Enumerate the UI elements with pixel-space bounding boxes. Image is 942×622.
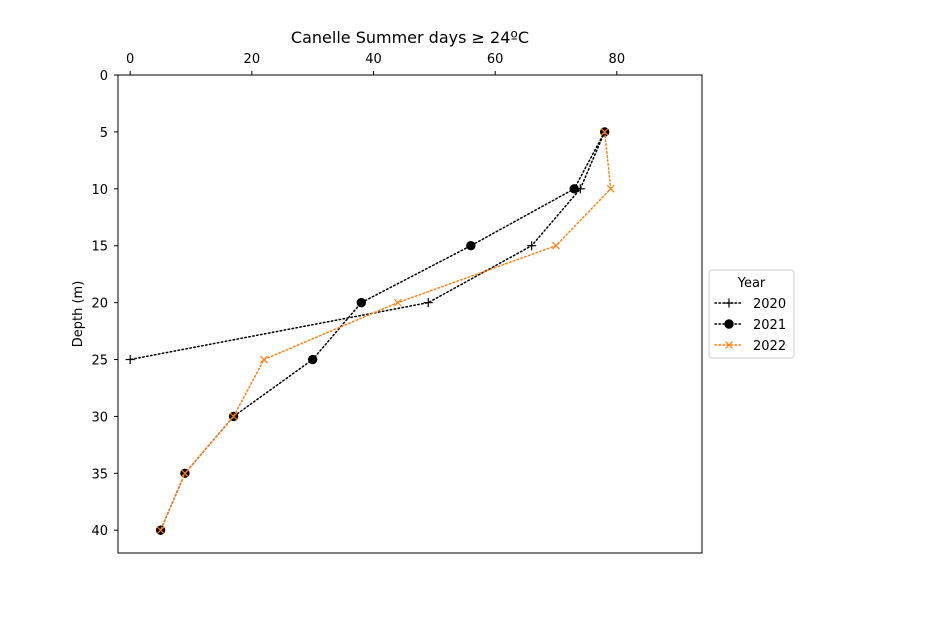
plot-area: 0 20 40 60 80 0 5 10 15 20 25 30 35 40 bbox=[91, 52, 703, 554]
series-line bbox=[159, 131, 612, 531]
legend: Year 2020 2021 2022 bbox=[708, 269, 795, 359]
y-tick-label: 25 bbox=[91, 354, 108, 369]
data-point bbox=[569, 184, 579, 194]
data-point bbox=[307, 354, 318, 365]
y-tick-label: 20 bbox=[91, 297, 108, 312]
marker-stroke bbox=[600, 127, 609, 136]
y-axis-label: Depth (m) bbox=[71, 281, 86, 348]
marker-stroke bbox=[229, 412, 238, 421]
plot-frame bbox=[117, 74, 703, 554]
y-tick-label: 40 bbox=[91, 524, 108, 539]
marker-stroke bbox=[606, 184, 615, 193]
legend-marker bbox=[724, 319, 734, 329]
data-point bbox=[423, 298, 433, 308]
y-tick-label: 0 bbox=[100, 69, 108, 84]
marker-stroke bbox=[180, 469, 189, 478]
legend-entry: 2020 bbox=[714, 297, 786, 312]
x-tick-label: 0 bbox=[126, 52, 134, 67]
chart-title: Canelle Summer days ≥ 24ºC bbox=[291, 28, 529, 47]
series-2022 bbox=[156, 127, 615, 535]
data-point bbox=[229, 412, 238, 421]
data-point bbox=[606, 184, 615, 193]
y-tick-label: 30 bbox=[91, 410, 108, 425]
legend-label: 2022 bbox=[753, 339, 786, 354]
marker-stroke bbox=[725, 341, 733, 349]
y-tick-label: 35 bbox=[91, 467, 108, 482]
data-point bbox=[356, 297, 367, 308]
marker-stroke bbox=[393, 298, 402, 307]
legend-title: Year bbox=[737, 276, 766, 291]
y-tick-label: 5 bbox=[100, 126, 108, 141]
data-point bbox=[466, 241, 476, 251]
marker-stroke bbox=[156, 526, 165, 535]
data-point bbox=[180, 469, 189, 478]
data-point bbox=[125, 355, 135, 365]
legend-entry: 2022 bbox=[714, 339, 786, 354]
x-tick-label: 80 bbox=[609, 52, 626, 67]
y-tick-label: 15 bbox=[91, 240, 108, 255]
marker-stroke bbox=[552, 241, 560, 250]
data-point bbox=[600, 127, 609, 136]
data-point bbox=[552, 241, 560, 250]
legend-label: 2020 bbox=[753, 297, 786, 312]
x-tick-label: 40 bbox=[365, 52, 382, 67]
marker-stroke bbox=[260, 355, 268, 364]
data-point bbox=[156, 526, 165, 535]
y-tick-label: 10 bbox=[91, 183, 108, 198]
data-point bbox=[527, 241, 537, 251]
legend-box bbox=[708, 269, 795, 359]
x-tick-label: 20 bbox=[244, 52, 261, 67]
legend-entry: 2021 bbox=[714, 318, 786, 333]
legend-label: 2021 bbox=[753, 318, 786, 333]
legend-marker bbox=[724, 298, 734, 308]
x-tick-label: 60 bbox=[487, 52, 504, 67]
data-point bbox=[260, 355, 268, 364]
data-point bbox=[393, 298, 402, 307]
legend-marker bbox=[725, 341, 733, 349]
